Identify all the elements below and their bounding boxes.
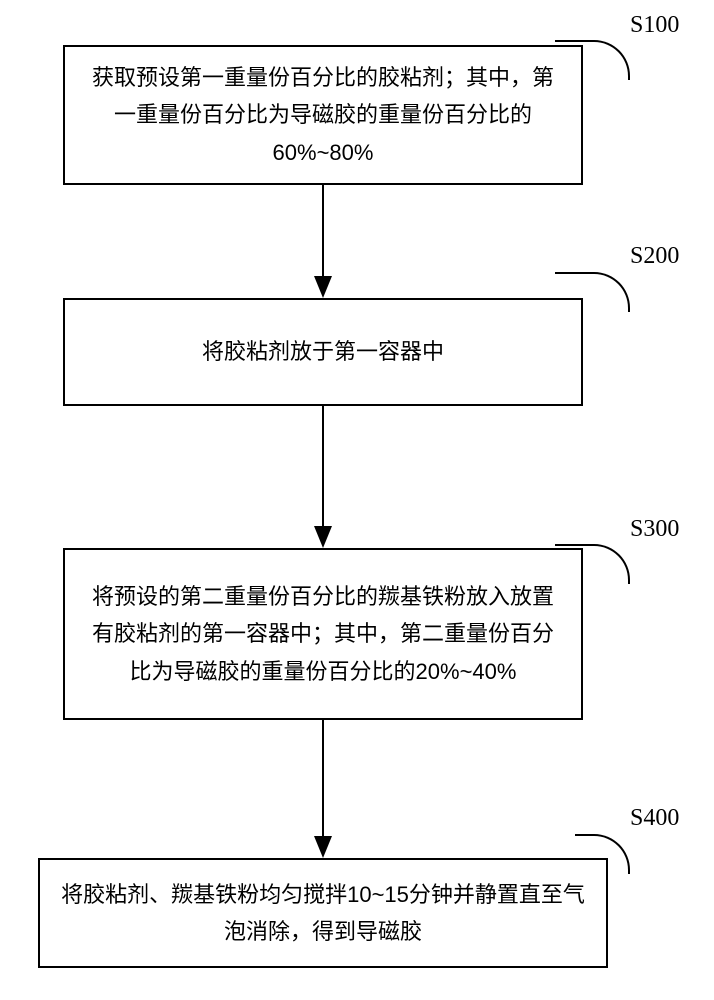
flow-leader-s200 [555, 272, 630, 312]
flowchart-canvas: 获取预设第一重量份百分比的胶粘剂；其中，第一重量份百分比为导磁胶的重量份百分比的… [0, 0, 714, 1000]
flow-node-s100: 获取预设第一重量份百分比的胶粘剂；其中，第一重量份百分比为导磁胶的重量份百分比的… [63, 45, 583, 185]
flow-label-s200: S200 [630, 243, 679, 270]
flow-arrow-s200-s300 [305, 406, 341, 548]
flow-leader-s100 [555, 40, 630, 80]
flow-node-s200: 将胶粘剂放于第一容器中 [63, 298, 583, 406]
flow-label-s400: S400 [630, 805, 679, 832]
flow-arrow-s300-s400 [305, 720, 341, 858]
flow-node-s300: 将预设的第二重量份百分比的羰基铁粉放入放置有胶粘剂的第一容器中；其中，第二重量份… [63, 548, 583, 720]
flow-node-s400: 将胶粘剂、羰基铁粉均匀搅拌10~15分钟并静置直至气泡消除，得到导磁胶 [38, 858, 608, 968]
flow-leader-s300 [555, 544, 630, 584]
flow-node-text: 将预设的第二重量份百分比的羰基铁粉放入放置有胶粘剂的第一容器中；其中，第二重量份… [85, 578, 561, 690]
flow-label-s300: S300 [630, 516, 679, 543]
flow-node-text: 将胶粘剂、羰基铁粉均匀搅拌10~15分钟并静置直至气泡消除，得到导磁胶 [60, 876, 586, 951]
flow-node-text: 将胶粘剂放于第一容器中 [202, 333, 444, 370]
flow-leader-s400 [575, 834, 630, 874]
flow-label-s100: S100 [630, 12, 679, 39]
flow-arrow-s100-s200 [305, 185, 341, 298]
flow-node-text: 获取预设第一重量份百分比的胶粘剂；其中，第一重量份百分比为导磁胶的重量份百分比的… [85, 59, 561, 171]
